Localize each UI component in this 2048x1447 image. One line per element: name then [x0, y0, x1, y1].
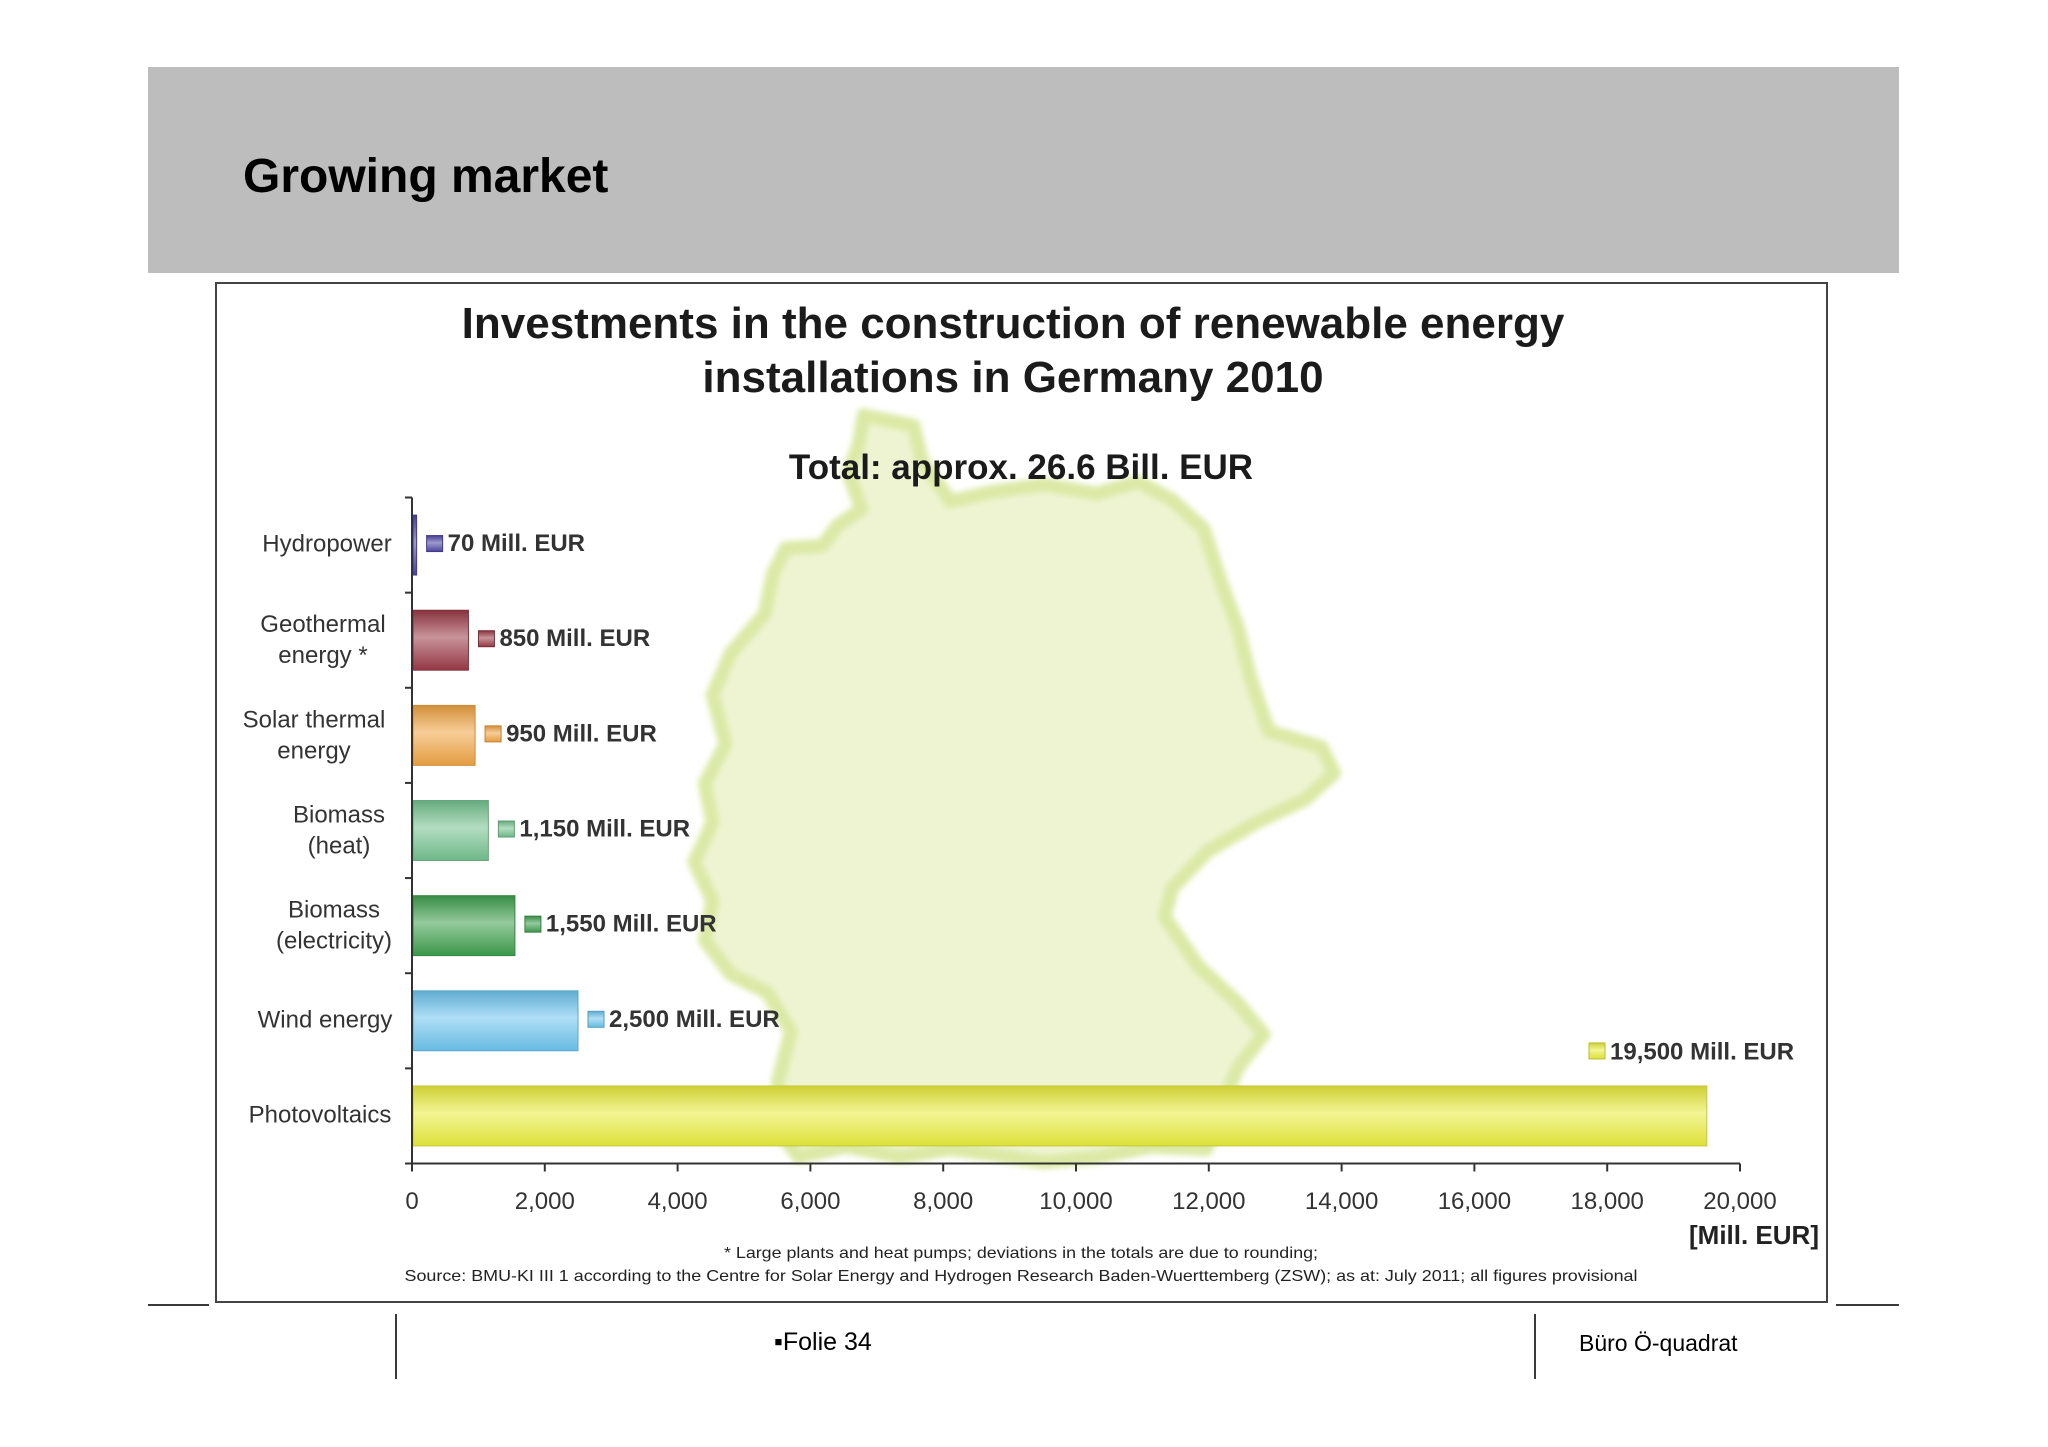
slide-number: ▪Folie 34 [774, 1328, 872, 1356]
data-label-swatch-biomass-heat [497, 820, 515, 838]
x-tick-label: 4,000 [648, 1188, 708, 1215]
slide-title: Growing market [243, 150, 609, 203]
data-label-biomass-heat: 1,150 Mill. EUR [519, 816, 690, 843]
footer-separator-right [1534, 1314, 1536, 1379]
category-label-biomass-heat: Biomass [293, 802, 385, 829]
x-tick-label: 8,000 [913, 1188, 973, 1215]
data-label-swatch-geothermal-energy [477, 630, 495, 648]
category-label-biomass-electricity: Biomass [288, 897, 380, 924]
footer-divider-left [148, 1304, 209, 1306]
chart-footnote: * Large plants and heat pumps; deviation… [724, 1245, 1318, 1262]
bar-solar-thermal-energy [412, 704, 476, 766]
category-label-solar-thermal-energy: energy [277, 737, 350, 764]
data-label-biomass-electricity: 1,550 Mill. EUR [546, 911, 717, 938]
x-axis-label: [Mill. EUR] [1689, 1220, 1819, 1250]
germany-map-watermark [687, 408, 1342, 1170]
category-label-photovoltaics: Photovoltaics [249, 1101, 392, 1128]
bar-biomass-heat [412, 800, 489, 861]
investment-chart: Investments in the construction of renew… [215, 282, 1828, 1303]
slide-header: Growing market [148, 67, 1899, 273]
bar-wind-energy [412, 990, 579, 1052]
category-label-geothermal-energy: energy * [278, 642, 367, 669]
category-label-wind-energy: Wind energy [258, 1006, 393, 1033]
category-label-biomass-electricity: (electricity) [276, 928, 392, 955]
bar-hydropower [412, 514, 418, 576]
data-label-wind-energy: 2,500 Mill. EUR [609, 1006, 780, 1033]
category-label-hydropower: Hydropower [262, 531, 391, 558]
data-label-swatch-wind-energy [587, 1010, 605, 1028]
x-tick-label: 0 [405, 1188, 418, 1215]
company-name: Büro Ö-quadrat [1579, 1330, 1738, 1356]
x-tick-label: 12,000 [1172, 1188, 1245, 1215]
x-tick-label: 14,000 [1305, 1188, 1378, 1215]
x-tick-label: 18,000 [1570, 1188, 1643, 1215]
chart-title-line-2: installations in Germany 2010 [702, 353, 1323, 402]
footer-separator-left [395, 1314, 397, 1379]
x-tick-label: 20,000 [1703, 1188, 1776, 1215]
x-tick-label: 6,000 [780, 1188, 840, 1215]
category-label-biomass-heat: (heat) [308, 833, 371, 860]
data-label-swatch-hydropower [426, 535, 444, 553]
data-label-photovoltaics: 19,500 Mill. EUR [1610, 1038, 1794, 1065]
category-label-solar-thermal-energy: Solar thermal [243, 706, 386, 733]
x-tick-label: 2,000 [515, 1188, 575, 1215]
data-label-swatch-biomass-electricity [524, 915, 542, 933]
data-label-geothermal-energy: 850 Mill. EUR [499, 625, 650, 652]
data-label-hydropower: 70 Mill. EUR [448, 530, 585, 557]
data-label-solar-thermal-energy: 950 Mill. EUR [506, 720, 657, 747]
bar-biomass-electricity [412, 895, 516, 957]
chart-subtitle: Total: approx. 26.6 Bill. EUR [789, 448, 1253, 487]
footer-divider-right [1836, 1304, 1899, 1306]
data-label-swatch-photovoltaics [1588, 1042, 1606, 1060]
chart-marks: Investments in the construction of renew… [243, 299, 1819, 1285]
bar-photovoltaics [412, 1085, 1708, 1147]
category-label-geothermal-energy: Geothermal [260, 611, 385, 638]
x-tick-label: 10,000 [1039, 1188, 1112, 1215]
bar-geothermal-energy [412, 609, 469, 671]
chart-source: Source: BMU-KI III 1 according to the Ce… [405, 1268, 1638, 1285]
x-tick-label: 16,000 [1438, 1188, 1511, 1215]
data-label-swatch-solar-thermal-energy [484, 725, 502, 743]
chart-title-line-1: Investments in the construction of renew… [462, 299, 1565, 348]
